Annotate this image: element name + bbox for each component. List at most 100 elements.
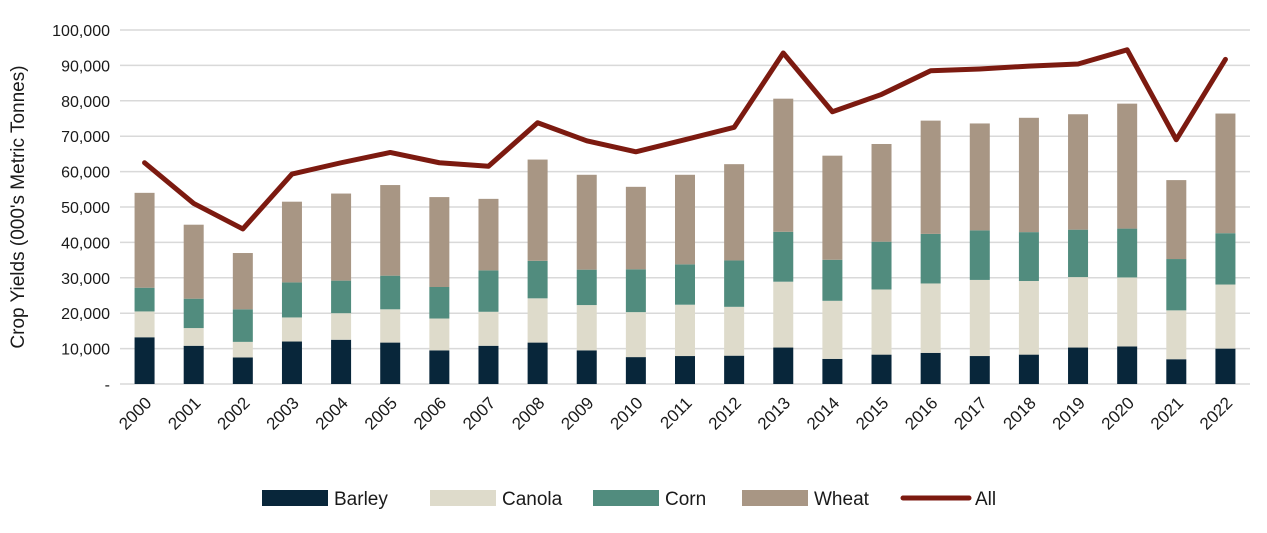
bar-wheat-2001 [184,225,204,299]
y-tick-label: 90,000 [61,58,110,75]
bar-wheat-2010 [626,187,646,269]
bar-corn-2003 [282,282,302,317]
bar-canola-2017 [970,280,990,356]
x-tick-label: 2002 [213,393,253,433]
y-tick-label: 60,000 [61,165,110,182]
bar-canola-2008 [528,298,548,342]
legend-swatch [430,490,496,506]
bar-barley-2005 [380,343,400,384]
bar-corn-2005 [380,276,400,310]
x-tick-label: 2020 [1098,393,1138,433]
bar-canola-2012 [724,307,744,356]
bar-barley-2016 [921,353,941,384]
bar-canola-2000 [135,311,155,337]
bar-barley-2009 [577,350,597,384]
bar-canola-2014 [822,301,842,359]
bar-barley-2020 [1117,346,1137,384]
x-tick-label: 2003 [263,393,303,433]
bar-wheat-2012 [724,164,744,260]
bar-wheat-2009 [577,175,597,270]
bar-corn-2008 [528,261,548,299]
x-tick-label: 2015 [852,393,892,433]
legend-label: Canola [502,489,563,510]
x-tick-label: 2007 [459,393,499,433]
bar-canola-2007 [478,312,498,346]
bar-canola-2002 [233,342,253,358]
y-tick-label: 30,000 [61,271,110,288]
bar-barley-2003 [282,342,302,384]
bar-wheat-2011 [675,175,695,265]
bar-wheat-2022 [1215,114,1235,234]
x-tick-label: 2009 [557,393,597,433]
bar-wheat-2002 [233,253,253,309]
bar-canola-2019 [1068,277,1088,347]
bar-wheat-2020 [1117,104,1137,229]
x-tick-label: 2004 [312,393,352,433]
bar-barley-2019 [1068,348,1088,384]
legend-item-canola: Canola [430,489,563,510]
bar-wheat-2006 [429,197,449,287]
x-tick-label: 2014 [803,393,843,433]
legend-swatch [593,490,659,506]
bar-canola-2022 [1215,285,1235,349]
bar-wheat-2021 [1166,180,1186,259]
bar-barley-2013 [773,348,793,384]
x-tick-label: 2017 [950,393,990,433]
bar-canola-2021 [1166,310,1186,359]
bar-wheat-2008 [528,160,548,261]
bar-corn-2018 [1019,232,1039,281]
x-tick-label: 2019 [1049,393,1089,433]
x-tick-label: 2018 [1000,393,1040,433]
x-tick-label: 2016 [901,393,941,433]
x-tick-label: 2021 [1147,393,1187,433]
bar-wheat-2003 [282,202,302,283]
bar-wheat-2004 [331,194,351,281]
x-tick-label: 2012 [705,393,745,433]
bar-canola-2018 [1019,281,1039,355]
x-tick-label: 2022 [1196,393,1236,433]
bar-wheat-2016 [921,121,941,234]
bar-wheat-2007 [478,199,498,271]
bar-barley-2010 [626,357,646,384]
bar-barley-2002 [233,357,253,384]
bar-canola-2009 [577,305,597,350]
bar-corn-2022 [1215,233,1235,284]
y-tick-label: 10,000 [61,342,110,359]
bar-barley-2022 [1215,349,1235,384]
bar-corn-2004 [331,281,351,314]
y-tick-label: 50,000 [61,200,110,217]
bar-wheat-2000 [135,193,155,288]
legend-item-barley: Barley [262,489,388,510]
x-tick-label: 2000 [115,393,155,433]
bar-barley-2014 [822,359,842,384]
bar-canola-2013 [773,282,793,348]
bar-corn-2012 [724,260,744,306]
bar-corn-2002 [233,309,253,342]
bar-barley-2001 [184,346,204,384]
bar-barley-2012 [724,356,744,384]
bar-barley-2015 [872,355,892,384]
bar-wheat-2018 [1019,118,1039,232]
bar-canola-2020 [1117,277,1137,346]
bar-wheat-2015 [872,144,892,242]
x-tick-label: 2013 [754,393,794,433]
legend-label: All [975,489,996,510]
bar-canola-2003 [282,317,302,341]
bar-corn-2009 [577,270,597,305]
legend-label: Corn [665,489,706,510]
bar-canola-2015 [872,289,892,354]
bar-wheat-2017 [970,123,990,230]
legend-label: Barley [334,489,388,510]
bar-barley-2021 [1166,359,1186,384]
bar-corn-2015 [872,242,892,290]
bar-wheat-2019 [1068,114,1088,229]
x-tick-label: 2006 [410,393,450,433]
bar-corn-2021 [1166,259,1186,310]
y-tick-label: - [105,377,110,394]
legend-item-all: All [903,489,996,510]
bar-canola-2005 [380,309,400,342]
x-tick-label: 2011 [657,393,696,432]
bar-corn-2014 [822,260,842,301]
bar-canola-2010 [626,312,646,357]
